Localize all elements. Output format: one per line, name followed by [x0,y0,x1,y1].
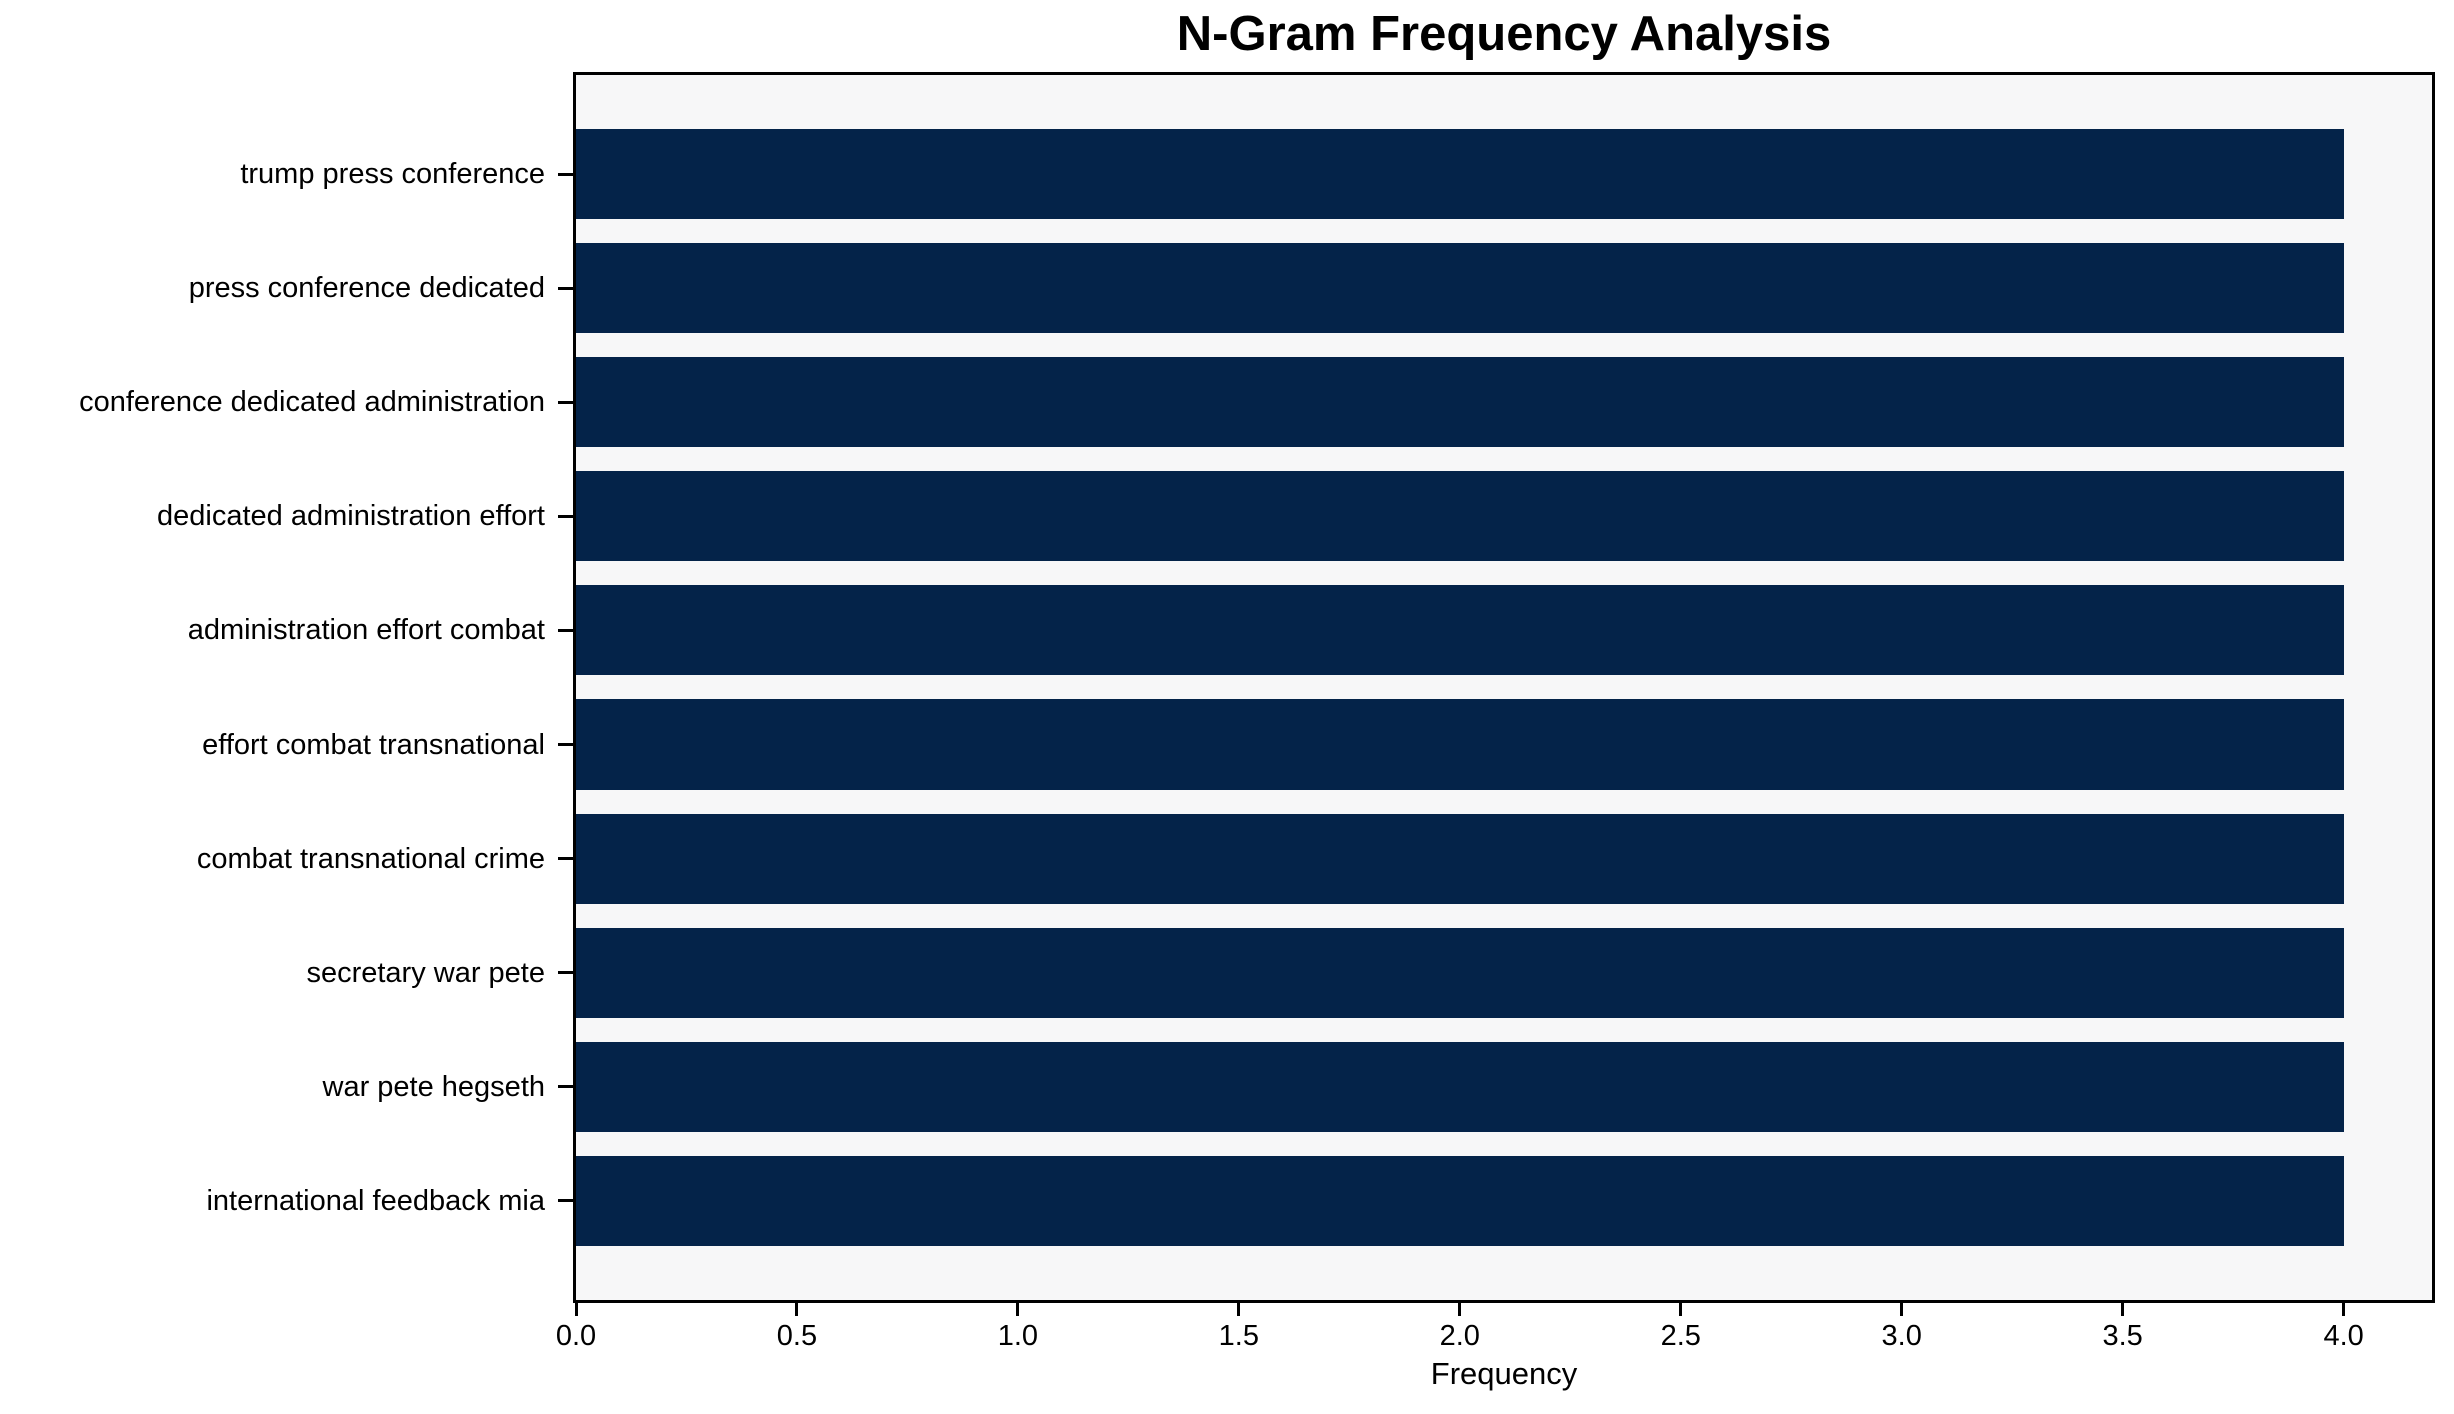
y-tick-mark [558,286,573,290]
bar-row [576,345,2432,459]
x-tick-label: 3.5 [2102,1320,2143,1352]
y-tick-mark [558,514,573,518]
y-tick-label: secretary war pete [306,956,545,989]
bar-row [576,459,2432,573]
x-tick-mark [574,1302,578,1316]
bar-secretary-war-pete [576,927,2344,1018]
bar-row [576,802,2432,916]
bar-conference-dedicated-administration [576,357,2344,448]
y-tick-label: trump press conference [240,158,545,191]
x-tick-mark [1237,1302,1241,1316]
y-tick-mark [558,743,573,747]
bar-row [576,231,2432,345]
x-tick-mark [1679,1302,1683,1316]
y-tick-mark [558,1199,573,1203]
bar-press-conference-dedicated [576,243,2344,334]
x-axis-label: Frequency [1430,1356,1578,1391]
bar-combat-transnational-crime [576,813,2344,904]
y-tick-label: international feedback mia [206,1184,545,1217]
x-tick-mark [2342,1302,2346,1316]
bar-war-pete-hegseth [576,1041,2344,1132]
y-tick-label: administration effort combat [187,614,545,647]
x-tick-label: 0.0 [555,1320,597,1352]
x-tick-mark [2121,1302,2125,1316]
y-tick-label: war pete hegseth [322,1070,545,1103]
bar-international-feedback-mia [576,1155,2344,1246]
y-tick-label: combat transnational crime [196,842,545,875]
bar-administration-effort-combat [576,585,2344,676]
x-tick-label: 1.0 [997,1320,1039,1352]
x-tick-label: 0.5 [776,1320,818,1352]
y-tick-mark [558,172,573,176]
bar-effort-combat-transnational [576,699,2344,790]
y-tick-label: press conference dedicated [188,272,545,305]
x-tick-label: 2.5 [1660,1320,1701,1352]
x-tick-label: 2.0 [1439,1320,1480,1352]
y-tick-label: effort combat transnational [202,728,545,761]
y-tick-mark [558,400,573,404]
x-tick-mark [1016,1302,1020,1316]
y-tick-mark [558,857,573,861]
bar-row [576,1030,2432,1144]
bar-row [576,687,2432,801]
x-tick-mark [795,1302,799,1316]
plot-area [573,72,2435,1303]
y-tick-label: dedicated administration effort [157,500,545,533]
bar-row [576,573,2432,687]
y-tick-label: conference dedicated administration [79,386,545,419]
x-tick-mark [1458,1302,1462,1316]
bar-row [576,916,2432,1030]
y-tick-mark [558,1085,573,1089]
bar-dedicated-administration-effort [576,471,2344,562]
y-tick-mark [558,971,573,975]
x-tick-label: 4.0 [2323,1320,2364,1352]
x-tick-mark [1900,1302,1904,1316]
x-tick-label: 1.5 [1218,1320,1259,1352]
bar-trump-press-conference [576,128,2344,220]
x-tick-label: 3.0 [1881,1320,1922,1352]
bar-row [576,1144,2432,1258]
bar-row [576,117,2432,231]
y-tick-mark [558,628,573,632]
chart-title: N-Gram Frequency Analysis [1176,7,1832,61]
